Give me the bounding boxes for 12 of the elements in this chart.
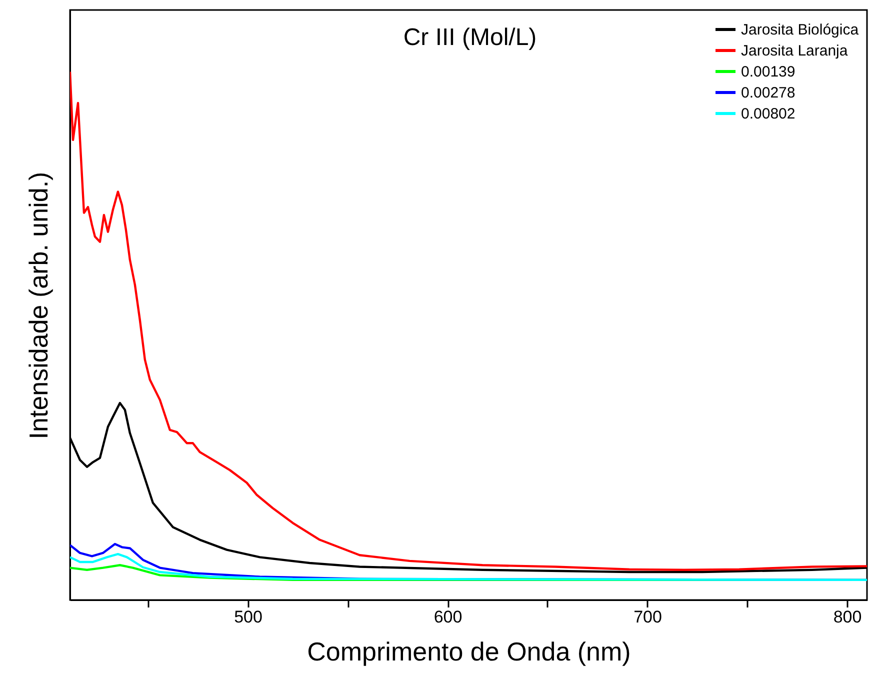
legend-label: 0.00802 [741,106,796,122]
x-tick-label: 600 [434,608,462,626]
x-tick-label: 700 [634,608,662,626]
legend-label: 0.00278 [741,84,796,102]
x-axis-title: Comprimento de Onda (nm) [307,636,631,666]
x-tick-label: 500 [234,608,262,626]
legend-label: 0.00139 [741,64,796,80]
y-axis-title: Intensidade (arb. unid.) [24,172,54,440]
x-tick-label: 800 [833,608,862,626]
legend-label: Jarosita Laranja [741,42,848,60]
chart-title: Cr III (Mol/L) [403,24,537,51]
legend-label: Jarosita Biológica [741,22,860,38]
